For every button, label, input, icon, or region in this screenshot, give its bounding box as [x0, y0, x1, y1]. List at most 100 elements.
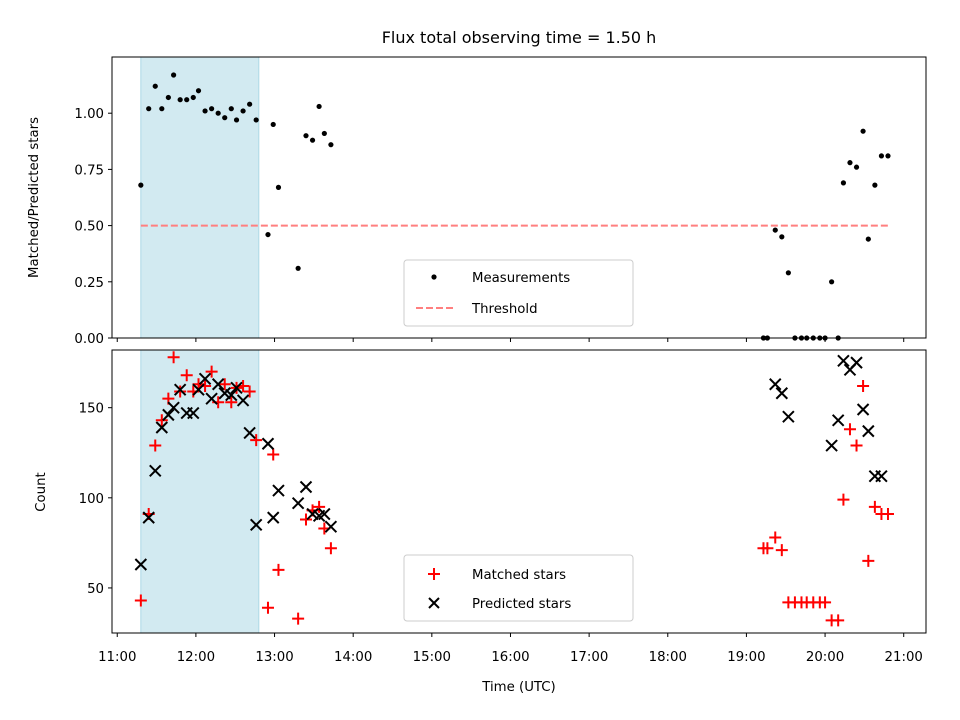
predicted-star-point — [249, 518, 263, 532]
measurement-point — [328, 142, 334, 148]
x-tick-label: 19:00 — [727, 650, 765, 665]
matched-star-point — [832, 614, 845, 627]
measurement-point — [321, 130, 327, 137]
threshold-legend-label: Threshold — [471, 302, 538, 317]
top-y-label: Matched/Predicted stars — [27, 117, 42, 278]
predicted-legend-marker — [428, 597, 440, 609]
measurement-point — [184, 97, 190, 103]
x-tick-label: 18:00 — [649, 650, 687, 665]
matched-star-point — [850, 439, 863, 452]
matched-star-point — [857, 380, 870, 393]
predicted-star-point — [299, 480, 313, 494]
matched-star-point — [267, 448, 280, 461]
predicted-star-point — [856, 403, 870, 416]
predicted-stars-points — [134, 354, 888, 571]
top-observing-window — [140, 56, 260, 339]
matched-star-point — [180, 369, 193, 382]
matched-star-point — [272, 563, 285, 576]
x-tick-label: 12:00 — [177, 650, 215, 665]
matched-star-point — [837, 493, 850, 506]
x-axis-label: Time (UTC) — [481, 680, 556, 695]
predicted-star-point — [192, 383, 205, 396]
predicted-star-point — [782, 410, 795, 423]
measurement-point — [165, 94, 171, 101]
measurement-point — [233, 117, 240, 123]
predicted-star-point — [155, 421, 169, 434]
matched-star-point — [862, 554, 875, 567]
measurement-point — [209, 106, 215, 112]
measurement-point — [146, 106, 152, 112]
matched-star-point — [313, 500, 326, 513]
top-y-tick-label: 0.50 — [74, 220, 104, 235]
measurement-point — [190, 94, 196, 101]
measurement-point — [829, 279, 835, 285]
matched-star-point — [205, 365, 218, 378]
matched-star-point — [167, 351, 180, 364]
predicted-star-point — [230, 381, 243, 395]
measurement-point — [270, 121, 276, 128]
x-tick-label: 20:00 — [806, 650, 844, 665]
predicted-star-point — [243, 426, 256, 440]
x-tick-label: 15:00 — [413, 650, 451, 665]
measurement-point — [265, 231, 271, 238]
top-legend: Measurements Threshold — [403, 259, 634, 327]
predicted-star-point — [825, 439, 838, 452]
predicted-star-point — [862, 424, 875, 438]
matched-star-point — [843, 423, 856, 436]
predicted-star-point — [142, 511, 155, 524]
bottom-y-axis: 50 100 150 — [79, 402, 112, 597]
predicted-star-point — [211, 378, 225, 391]
predicted-star-point — [769, 378, 782, 391]
predicted-star-point — [225, 388, 238, 402]
predicted-star-point — [149, 464, 162, 477]
predicted-star-point — [198, 372, 212, 386]
top-y-tick-label: 0.25 — [74, 276, 104, 291]
x-tick-label: 14:00 — [334, 650, 372, 665]
bottom-x-axis: 11:00 12:00 13:00 14:00 15:00 16:00 17:00 18:00… — [98, 633, 923, 665]
bottom-axes-frame — [111, 349, 927, 634]
measurement-point — [295, 265, 301, 271]
measurement-point — [152, 83, 158, 89]
predicted-star-point — [875, 469, 888, 483]
predicted-star-point — [167, 401, 180, 414]
matched-star-point — [819, 596, 832, 609]
measurement-point — [177, 97, 183, 103]
matched-star-point — [324, 542, 337, 555]
predicted-star-point — [134, 558, 148, 571]
bottom-legend-box — [403, 554, 634, 622]
top-panel: 0.00 0.25 0.50 0.75 1.00 Matched/Predicted s… — [27, 56, 927, 347]
predicted-star-point — [775, 387, 789, 400]
x-tick-label: 21:00 — [885, 650, 923, 665]
matched-star-point — [218, 378, 231, 391]
predicted-star-point — [187, 406, 200, 420]
measurement-point — [847, 160, 853, 166]
x-tick-label: 13:00 — [255, 650, 293, 665]
x-tick-label: 17:00 — [570, 650, 608, 665]
bottom-y-tick-label: 100 — [79, 492, 104, 507]
bottom-y-tick-label: 50 — [87, 582, 104, 597]
matched-star-point — [868, 500, 881, 513]
chart-title: Flux total observing time = 1.50 h — [382, 28, 657, 47]
top-axes-frame — [111, 56, 927, 339]
predicted-star-point — [272, 484, 285, 497]
matched-star-point — [149, 439, 162, 452]
measurement-point — [316, 103, 322, 110]
measurement-point — [222, 115, 228, 121]
measurement-point — [309, 137, 316, 143]
predicted-star-point — [236, 394, 250, 407]
x-tick-label: 11:00 — [98, 650, 136, 665]
matched-star-point — [243, 385, 256, 398]
measurement-point — [275, 184, 282, 190]
predicted-star-point — [205, 392, 218, 405]
measurement-point — [872, 182, 878, 188]
matched-star-point — [775, 544, 788, 557]
measurement-point — [228, 106, 234, 112]
matched-star-point — [292, 612, 305, 625]
measurement-point — [860, 128, 866, 134]
measurement-point — [303, 133, 309, 139]
top-y-tick-label: 1.00 — [74, 107, 104, 122]
matched-legend-label: Matched stars — [472, 568, 566, 583]
measurement-point — [215, 110, 221, 116]
